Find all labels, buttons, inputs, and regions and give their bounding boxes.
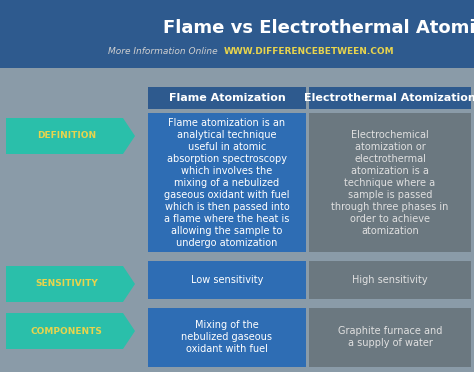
Text: COMPONENTS: COMPONENTS — [30, 327, 102, 336]
Bar — [148, 308, 306, 367]
Text: Electrochemical
atomization or
electrothermal
atomization is a
technique where a: Electrochemical atomization or electroth… — [331, 129, 449, 235]
Text: Flame vs Electrothermal Atomization: Flame vs Electrothermal Atomization — [163, 19, 474, 37]
Text: Flame Atomization: Flame Atomization — [169, 93, 285, 103]
Text: Flame atomization is an
analytical technique
useful in atomic
absorption spectro: Flame atomization is an analytical techn… — [164, 118, 290, 247]
Bar — [309, 261, 471, 299]
Bar — [148, 113, 306, 252]
Bar — [0, 0, 474, 68]
Text: More Information Online: More Information Online — [109, 48, 218, 57]
Text: Graphite furnace and
a supply of water: Graphite furnace and a supply of water — [338, 327, 442, 349]
Polygon shape — [6, 266, 135, 302]
Polygon shape — [6, 313, 135, 349]
Text: Electrothermal Atomization: Electrothermal Atomization — [304, 93, 474, 103]
Text: Low sensitivity: Low sensitivity — [191, 275, 263, 285]
Text: WWW.DIFFERENCEBETWEEN.COM: WWW.DIFFERENCEBETWEEN.COM — [224, 48, 395, 57]
Bar — [309, 87, 471, 109]
Bar — [148, 261, 306, 299]
Bar — [309, 308, 471, 367]
Text: SENSITIVITY: SENSITIVITY — [35, 279, 98, 289]
Bar — [148, 87, 306, 109]
Text: Mixing of the
nebulized gaseous
oxidant with fuel: Mixing of the nebulized gaseous oxidant … — [182, 321, 273, 355]
Text: DEFINITION: DEFINITION — [37, 131, 96, 141]
Bar — [309, 113, 471, 252]
Polygon shape — [6, 118, 135, 154]
Text: High sensitivity: High sensitivity — [352, 275, 428, 285]
